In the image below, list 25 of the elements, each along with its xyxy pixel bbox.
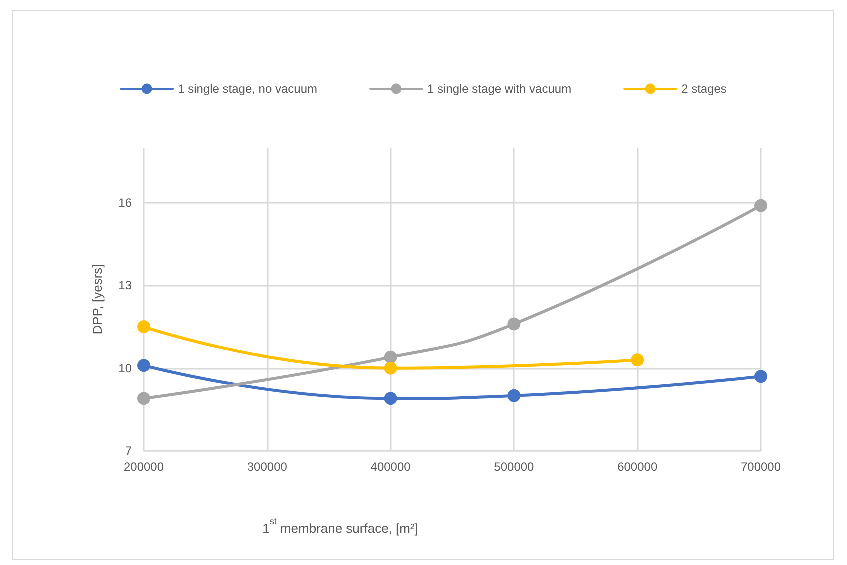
y-tick-label: 13 (118, 278, 132, 293)
point (384, 362, 398, 375)
point (138, 392, 150, 406)
point (138, 359, 150, 372)
x-tick-label: 200000 (124, 460, 164, 474)
point (631, 354, 644, 367)
y-tick-label: 16 (118, 196, 132, 210)
legend-label: 1 single stage with vacuum (427, 82, 572, 96)
y-tick-label: 7 (125, 444, 132, 458)
x-tick-label: 400000 (370, 460, 412, 474)
point (508, 318, 521, 331)
legend-label: 1 single stage, no vacuum (178, 82, 318, 96)
point (508, 389, 521, 402)
x-tick-label: 700000 (740, 460, 782, 474)
point (384, 350, 398, 364)
point (384, 392, 398, 406)
point (754, 370, 768, 384)
y-tick-label: 10 (118, 361, 132, 376)
legend-label: 2 stages (682, 82, 727, 96)
x-tick-label: 500000 (494, 460, 535, 474)
x-tick-label: 600000 (618, 460, 658, 474)
point (754, 199, 768, 212)
point (138, 320, 150, 334)
x-tick-label: 300000 (247, 460, 288, 474)
y-axis-title: DPP, [yesrs] (90, 264, 105, 335)
